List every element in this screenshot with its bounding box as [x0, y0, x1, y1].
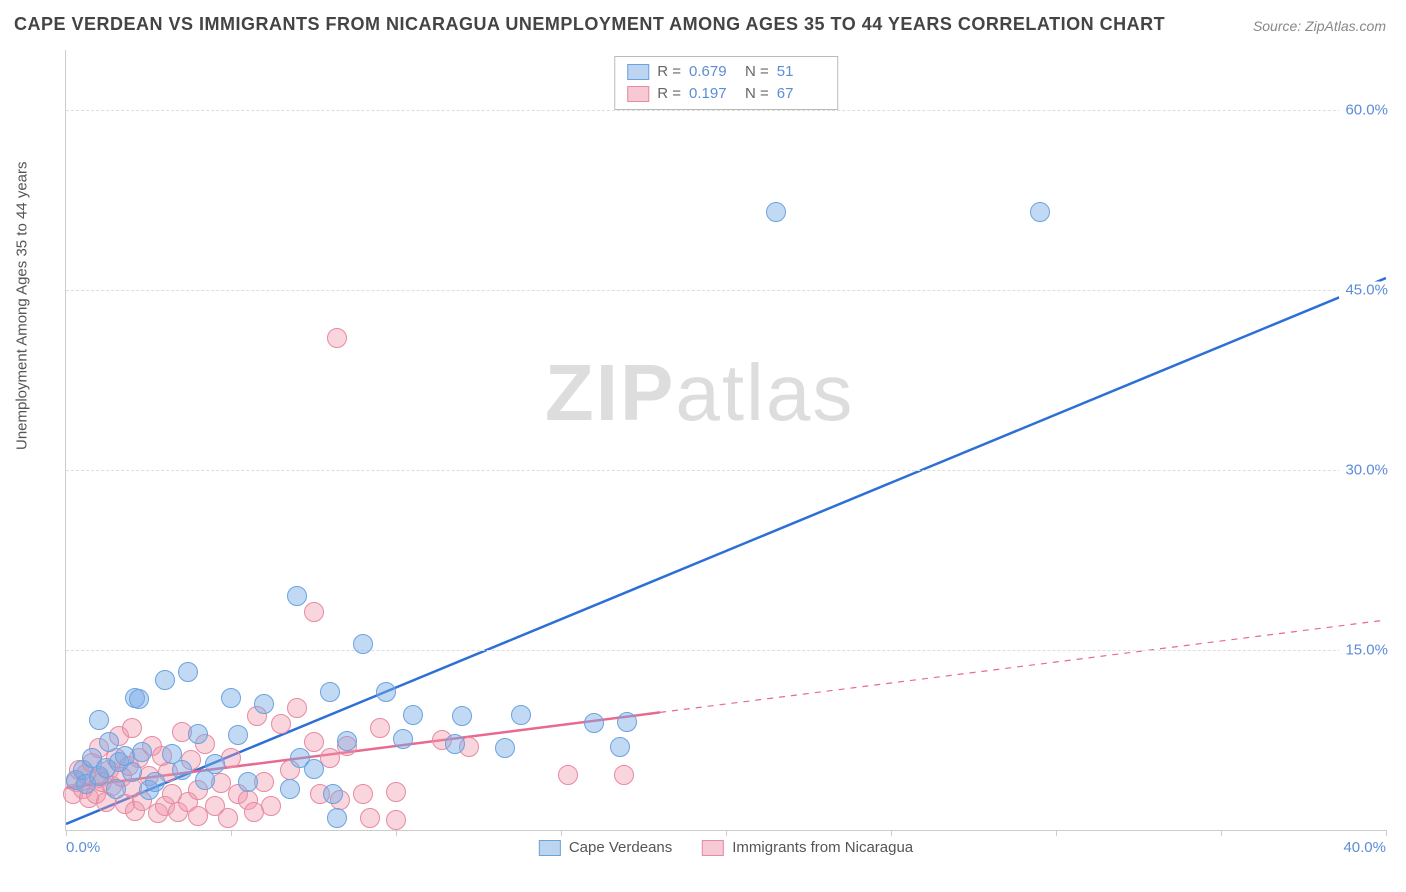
n-value: 67: [777, 83, 825, 105]
chart-area: Unemployment Among Ages 35 to 44 years Z…: [50, 50, 1390, 850]
gridline: [66, 290, 1386, 291]
legend-stats-row: R = 0.679 N = 51: [627, 61, 825, 83]
n-label: N =: [745, 61, 769, 83]
n-value: 51: [777, 61, 825, 83]
gridline: [66, 110, 1386, 111]
x-tick: [66, 830, 67, 836]
scatter-point: [228, 725, 248, 745]
r-value: 0.679: [689, 61, 737, 83]
y-tick-label: 30.0%: [1339, 462, 1388, 479]
legend-stats: R = 0.679 N = 51 R = 0.197 N = 67: [614, 56, 838, 110]
scatter-point: [495, 738, 515, 758]
scatter-point: [617, 712, 637, 732]
source-label: Source: ZipAtlas.com: [1253, 18, 1386, 34]
scatter-point: [238, 772, 258, 792]
scatter-point: [353, 634, 373, 654]
scatter-point: [261, 796, 281, 816]
scatter-point: [221, 688, 241, 708]
x-tick: [561, 830, 562, 836]
x-tick: [891, 830, 892, 836]
legend-item: Immigrants from Nicaragua: [702, 839, 913, 856]
scatter-point: [205, 754, 225, 774]
x-tick: [1221, 830, 1222, 836]
scatter-point: [287, 698, 307, 718]
scatter-point: [370, 718, 390, 738]
x-tick: [726, 830, 727, 836]
scatter-point: [320, 682, 340, 702]
scatter-point: [337, 731, 357, 751]
scatter-point: [614, 765, 634, 785]
chart-title: CAPE VERDEAN VS IMMIGRANTS FROM NICARAGU…: [14, 14, 1165, 35]
scatter-point: [145, 772, 165, 792]
scatter-point: [766, 202, 786, 222]
legend-swatch: [627, 64, 649, 80]
plot-region: ZIPatlas R =0.679N =51R =0.197N =67 Cape…: [65, 50, 1386, 831]
r-label: R =: [657, 61, 681, 83]
scatter-point: [386, 782, 406, 802]
scatter-point: [271, 714, 291, 734]
scatter-point: [122, 762, 142, 782]
scatter-point: [610, 737, 630, 757]
scatter-point: [106, 779, 126, 799]
gridline: [66, 470, 1386, 471]
x-tick: [396, 830, 397, 836]
scatter-point: [558, 765, 578, 785]
legend-label: Cape Verdeans: [569, 839, 672, 856]
scatter-point: [89, 710, 109, 730]
scatter-point: [172, 760, 192, 780]
scatter-point: [445, 734, 465, 754]
legend-swatch: [627, 86, 649, 102]
scatter-point: [304, 602, 324, 622]
scatter-point: [403, 705, 423, 725]
legend-stats-row: R = 0.197 N = 67: [627, 83, 825, 105]
scatter-point: [386, 810, 406, 830]
scatter-point: [132, 742, 152, 762]
scatter-point: [393, 729, 413, 749]
watermark: ZIPatlas: [545, 347, 854, 439]
scatter-point: [280, 779, 300, 799]
gridline: [66, 650, 1386, 651]
legend-label: Immigrants from Nicaragua: [732, 839, 913, 856]
legend-swatch: [702, 840, 724, 856]
y-tick-label: 15.0%: [1339, 642, 1388, 659]
scatter-point: [584, 713, 604, 733]
x-tick-label: 0.0%: [66, 839, 100, 856]
legend-series: Cape Verdeans Immigrants from Nicaragua: [539, 839, 913, 856]
x-tick-label: 40.0%: [1343, 839, 1386, 856]
scatter-point: [218, 808, 238, 828]
scatter-point: [1030, 202, 1050, 222]
y-tick-label: 60.0%: [1339, 102, 1388, 119]
legend-item: Cape Verdeans: [539, 839, 672, 856]
scatter-point: [304, 759, 324, 779]
r-value: 0.197: [689, 83, 737, 105]
scatter-point: [188, 724, 208, 744]
scatter-point: [360, 808, 380, 828]
scatter-point: [376, 682, 396, 702]
y-axis-label: Unemployment Among Ages 35 to 44 years: [14, 161, 31, 450]
scatter-point: [327, 808, 347, 828]
scatter-point: [327, 328, 347, 348]
r-label: R =: [657, 83, 681, 105]
scatter-point: [254, 694, 274, 714]
scatter-point: [353, 784, 373, 804]
x-tick: [231, 830, 232, 836]
n-label: N =: [745, 83, 769, 105]
y-tick-label: 45.0%: [1339, 282, 1388, 299]
scatter-point: [287, 586, 307, 606]
x-tick: [1386, 830, 1387, 836]
scatter-point: [452, 706, 472, 726]
scatter-point: [129, 689, 149, 709]
scatter-point: [511, 705, 531, 725]
scatter-point: [178, 662, 198, 682]
legend-swatch: [539, 840, 561, 856]
scatter-point: [122, 718, 142, 738]
x-tick: [1056, 830, 1057, 836]
scatter-point: [155, 670, 175, 690]
scatter-point: [323, 784, 343, 804]
